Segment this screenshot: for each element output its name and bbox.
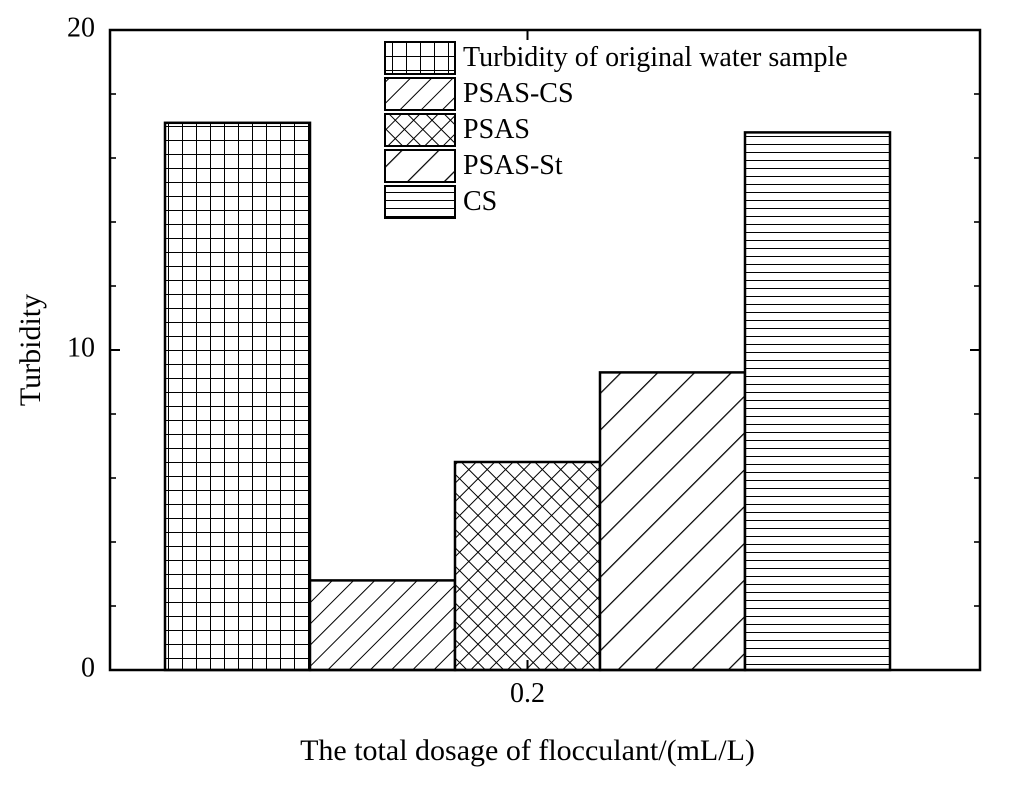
- y-tick-label: 0: [81, 652, 95, 683]
- legend-swatch: [385, 78, 455, 110]
- legend-swatch: [385, 114, 455, 146]
- legend-label: CS: [463, 186, 497, 217]
- legend-label: PSAS-St: [463, 150, 563, 181]
- legend-label: PSAS-CS: [463, 78, 574, 109]
- x-axis-label: The total dosage of flocculant/(mL/L): [300, 734, 755, 767]
- y-tick-label: 20: [67, 12, 95, 43]
- legend-swatch: [385, 186, 455, 218]
- legend-label: PSAS: [463, 114, 530, 145]
- legend-label: Turbidity of original water sample: [463, 42, 848, 73]
- turbidity-bar-chart: 0 10 20 0.2 Turbidity The total dosage of flo…: [0, 0, 1020, 801]
- legend-swatch: [385, 42, 455, 74]
- bar-horizontal: [745, 132, 890, 670]
- chart-svg: 0 10 20 0.2 Turbidity The total dosage of flo…: [0, 0, 1020, 801]
- legend-swatch: [385, 150, 455, 182]
- bar-crosshatch: [455, 462, 600, 670]
- bar-grid: [165, 123, 310, 670]
- bar-diagonal-narrow: [310, 580, 455, 670]
- y-axis-label: Turbidity: [14, 294, 47, 406]
- bar-diagonal-wide: [600, 372, 745, 670]
- y-tick-label: 10: [67, 332, 95, 363]
- x-tick-label: 0.2: [510, 678, 545, 709]
